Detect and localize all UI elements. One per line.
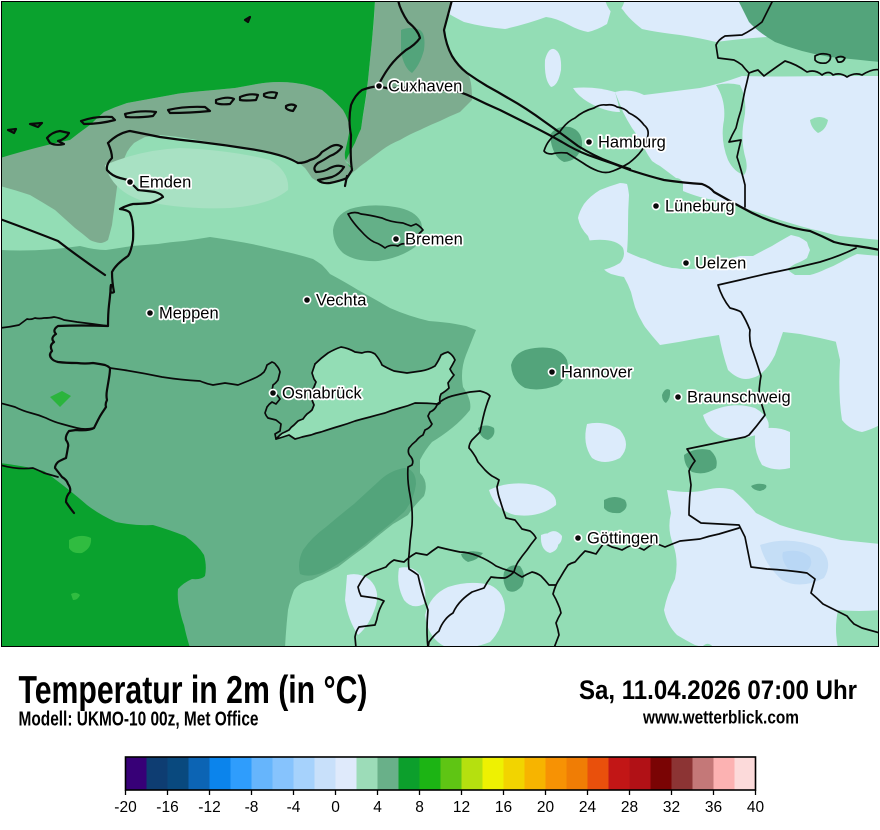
svg-text:Bremen: Bremen bbox=[405, 231, 463, 249]
svg-text:28: 28 bbox=[621, 799, 638, 816]
svg-text:Osnabrück: Osnabrück bbox=[282, 385, 363, 403]
svg-text:36: 36 bbox=[705, 799, 722, 816]
svg-text:-8: -8 bbox=[245, 799, 259, 816]
svg-text:Hannover: Hannover bbox=[561, 364, 633, 382]
svg-text:4: 4 bbox=[373, 799, 382, 816]
svg-text:Temperatur in 2m (in °C): Temperatur in 2m (in °C) bbox=[19, 669, 368, 712]
svg-text:20: 20 bbox=[537, 799, 555, 816]
svg-text:Uelzen: Uelzen bbox=[695, 255, 746, 273]
svg-text:24: 24 bbox=[579, 799, 597, 816]
svg-text:Göttingen: Göttingen bbox=[587, 530, 659, 548]
svg-text:Cuxhaven: Cuxhaven bbox=[388, 78, 462, 96]
svg-text:Sa, 11.04.2026 07:00 Uhr: Sa, 11.04.2026 07:00 Uhr bbox=[579, 675, 857, 705]
svg-text:-20: -20 bbox=[114, 799, 137, 816]
svg-text:12: 12 bbox=[453, 799, 470, 816]
svg-text:Vechta: Vechta bbox=[316, 292, 367, 310]
svg-text:40: 40 bbox=[747, 799, 765, 816]
svg-text:Meppen: Meppen bbox=[159, 305, 219, 323]
svg-text:-4: -4 bbox=[287, 799, 301, 816]
svg-text:www.wetterblick.com: www.wetterblick.com bbox=[642, 708, 799, 728]
svg-text:Hamburg: Hamburg bbox=[598, 134, 666, 152]
svg-text:Braunschweig: Braunschweig bbox=[687, 389, 791, 407]
svg-text:0: 0 bbox=[331, 799, 340, 816]
svg-text:Modell: UKMO-10 00z, Met Offic: Modell: UKMO-10 00z, Met Office bbox=[19, 708, 259, 731]
svg-text:Lüneburg: Lüneburg bbox=[665, 198, 735, 216]
svg-text:16: 16 bbox=[495, 799, 512, 816]
svg-text:-12: -12 bbox=[198, 799, 220, 816]
svg-text:Emden: Emden bbox=[139, 174, 191, 192]
svg-text:8: 8 bbox=[415, 799, 424, 816]
svg-text:-16: -16 bbox=[156, 799, 178, 816]
svg-text:32: 32 bbox=[663, 799, 680, 816]
